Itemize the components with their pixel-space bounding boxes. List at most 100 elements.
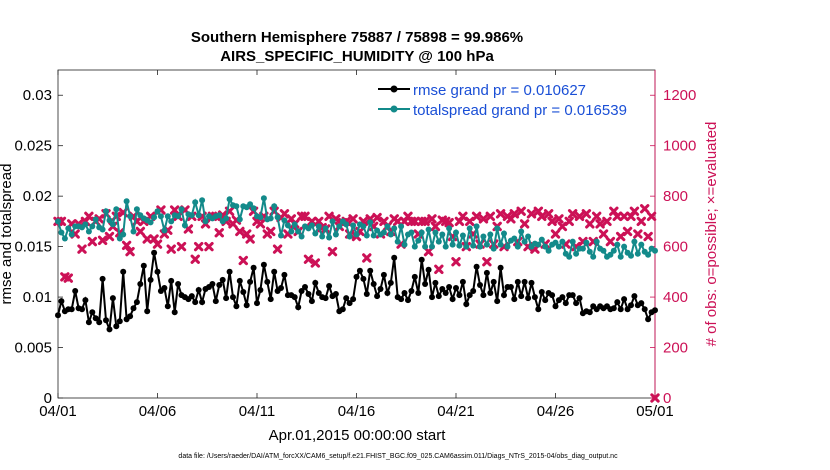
obs-evaluated-point [420,216,430,227]
rmse-point [322,295,329,302]
rmse-point [68,306,75,313]
spread-point [614,241,621,248]
rmse-point [209,281,216,287]
obs-evaluated-point [595,219,605,229]
rmse-point [312,279,319,286]
obs-evaluated-point [152,239,163,249]
rmse-point [346,300,353,307]
spread-point [92,216,99,223]
obs-evaluated-point [392,216,403,227]
spread-point [411,243,418,250]
obs-evaluated-point [537,211,547,222]
obs-evaluated-point [362,253,372,263]
spread-point [497,241,504,248]
y-right-axis-label: # of obs: o=possible; ×=evaluated [703,122,720,347]
spread-point [470,242,477,249]
obs-evaluated-point [585,219,595,229]
spread-point [164,213,171,220]
obs-evaluated-point [543,209,554,219]
obs-evaluated-point [84,211,94,222]
obs-evaluated-point [204,241,214,252]
spread-point [216,212,223,219]
obs-evaluated-point [465,216,475,227]
spread-point [133,206,140,213]
spread-point [130,228,137,235]
rmse-point [586,309,593,316]
rmse-point [85,319,92,326]
spread-point [350,222,357,229]
obs-evaluated-point [564,216,574,227]
obs-evaluated-point [142,234,152,244]
rmse-point [418,256,425,263]
spread-point [439,231,446,238]
spread-point [260,195,267,202]
spread-point [538,236,545,243]
spread-point [518,228,525,235]
legend: rmse grand pr = 0.010627 totalspread gra… [378,82,627,119]
x-tick-label: 04/06 [139,403,177,420]
rmse-point [463,301,470,308]
rmse-point [477,282,483,288]
spread-point [621,243,628,250]
spread-point [631,238,638,245]
spread-point [391,225,398,232]
rmse-point [377,286,384,292]
rmse-point [518,293,525,300]
rmse-point [99,275,106,282]
obs-evaluated-point [482,257,492,267]
rmse-point [308,298,315,305]
rmse-point [514,278,521,285]
obs-evaluated-point [169,205,180,215]
obs-evaluated-point [190,254,200,264]
obs-evaluated-point [605,236,616,247]
rmse-point [473,263,480,270]
rmse-point [195,287,202,293]
x-ticks: 04/01 04/06 04/11 04/16 04/21 04/26 05/01 [39,70,674,420]
rmse-point [147,276,154,283]
rmse-point [89,309,96,316]
rmse-point [72,288,79,294]
rmse-point [96,319,103,326]
rmse-point [442,290,449,296]
spread-point [401,241,408,248]
rmse-point [429,294,435,301]
spread-point [157,213,164,220]
spread-point [408,229,415,236]
rmse-point [302,284,308,290]
rmse-point [257,287,264,293]
rmse-point [559,294,566,301]
spread-point [617,253,624,260]
obs-evaluated-point [314,216,324,227]
rmse-point [521,278,528,285]
obs-evaluated-point [619,211,629,222]
spread-point [298,233,305,240]
obs-evaluated-point [423,246,434,257]
spread-point [363,232,370,239]
obs-evaluated-point [214,228,224,238]
rmse-point [226,268,233,275]
spread-point [274,214,281,221]
obs-evaluated-point [121,240,132,251]
rmse-point [466,292,473,299]
rmse-point [453,285,459,291]
rmse-point [374,293,381,300]
spread-point [573,250,580,257]
rmse-point [326,283,333,289]
rmse-point [511,296,518,303]
spread-point [233,203,240,210]
rmse-point [624,306,631,313]
y-tick-label: 0.015 [14,239,52,256]
obs-evaluated-point [235,226,245,237]
spread-point [480,233,487,240]
obs-evaluated-point [63,273,73,283]
spread-point [634,250,641,257]
spread-point [453,229,459,236]
spread-point [195,212,202,219]
rmse-point [192,299,199,306]
rmse-point [435,293,442,300]
spread-point [329,218,336,225]
spread-point [590,253,597,260]
obs-evaluated-point [348,214,358,224]
obs-evaluated-point [602,216,612,227]
y-tick-label: 0.02 [23,188,52,205]
